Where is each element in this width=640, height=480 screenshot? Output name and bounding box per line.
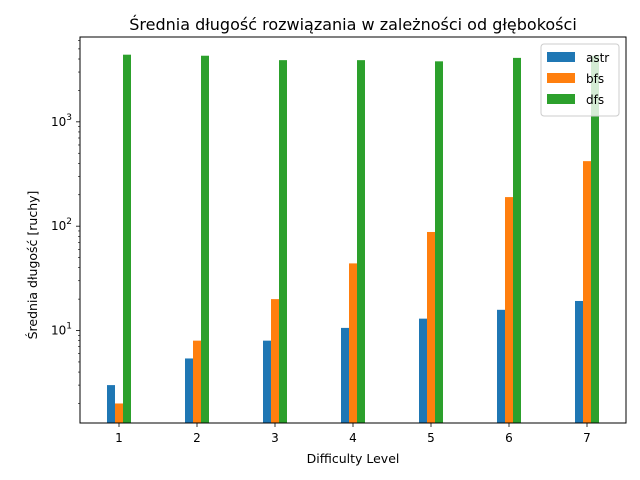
x-axis-ticks: 1 2 3 4 5 6 7 <box>115 423 591 445</box>
legend-swatch-dfs <box>547 94 575 104</box>
bar-astr-6 <box>497 309 505 423</box>
y-tick-label: 102 <box>51 217 72 233</box>
x-tick-label: 3 <box>271 431 279 445</box>
x-axis-label: Difficulty Level <box>307 451 400 466</box>
bar-bfs-6 <box>505 197 513 423</box>
legend-swatch-astr <box>547 52 575 62</box>
bar-dfs-5 <box>435 61 443 423</box>
bars-layer <box>107 54 599 424</box>
bar-dfs-6 <box>513 57 521 424</box>
x-tick-label: 7 <box>583 431 591 445</box>
x-tick-label: 2 <box>193 431 201 445</box>
bar-bfs-3 <box>271 299 279 423</box>
bar-dfs-7 <box>591 55 599 424</box>
chart-title: Średnia długość rozwiązania w zależności… <box>129 15 577 34</box>
bar-dfs-1 <box>123 54 131 424</box>
y-axis-label: Średnia długość [ruchy] <box>25 191 40 340</box>
x-tick-label: 6 <box>505 431 513 445</box>
x-tick-label: 5 <box>427 431 435 445</box>
bar-bfs-1 <box>115 403 123 423</box>
bar-dfs-3 <box>279 60 287 423</box>
bar-dfs-4 <box>357 60 365 423</box>
y-axis-ticks: 101 102 103 <box>51 40 80 404</box>
x-tick-label: 1 <box>115 431 123 445</box>
bar-astr-7 <box>575 300 583 423</box>
bar-bfs-5 <box>427 231 435 423</box>
bar-bfs-4 <box>349 263 357 423</box>
legend-label-astr: astr <box>586 51 609 65</box>
plot-frame <box>79 36 627 424</box>
x-tick-label: 4 <box>349 431 357 445</box>
bar-dfs-2 <box>201 55 209 424</box>
legend-swatch-bfs <box>547 73 575 83</box>
legend-label-bfs: bfs <box>586 72 604 86</box>
bar-astr-5 <box>419 318 427 423</box>
bar-bfs-2 <box>193 340 201 423</box>
legend: astr bfs dfs <box>540 43 620 117</box>
bar-bfs-7 <box>583 161 591 424</box>
y-tick-label: 103 <box>51 113 72 129</box>
y-tick-label: 101 <box>51 322 72 338</box>
bar-astr-4 <box>341 327 349 423</box>
legend-label-dfs: dfs <box>586 93 604 107</box>
bar-astr-3 <box>263 340 271 423</box>
bar-astr-1 <box>107 385 115 423</box>
bar-astr-2 <box>185 358 193 423</box>
